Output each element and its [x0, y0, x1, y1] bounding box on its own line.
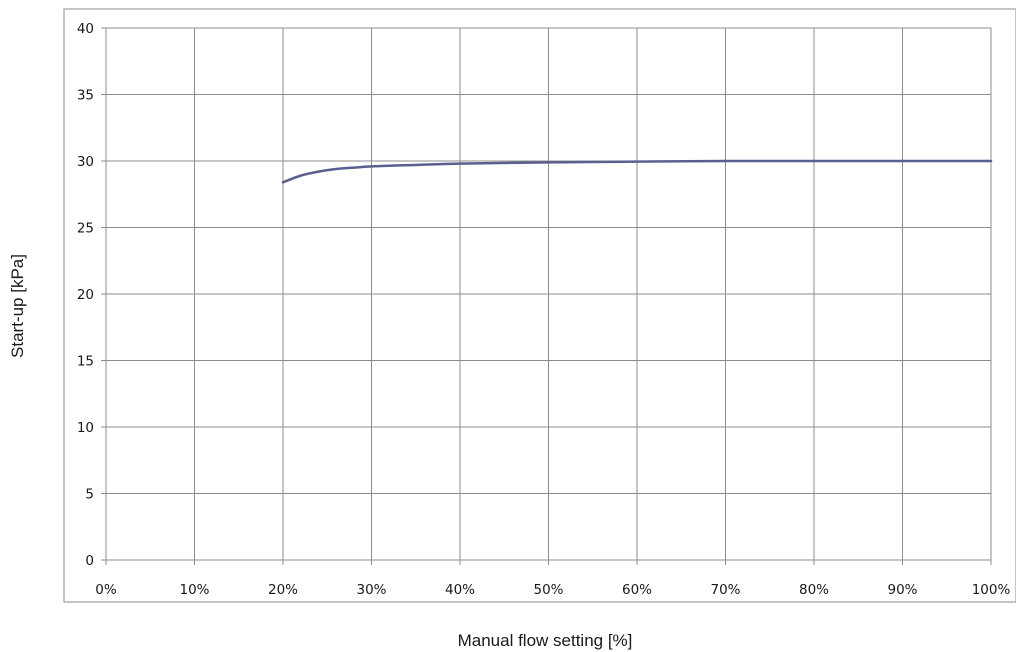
chart-frame [63, 8, 1016, 603]
x-tick-labels: 0% 10% 20% 30% 40% 50% 60% 70% 80% 90% 100% [95, 582, 1010, 598]
x-tick-label: 70% [710, 582, 740, 598]
y-tick-label: 35 [77, 88, 94, 104]
x-tick-label: 80% [799, 582, 829, 598]
x-tick-label: 90% [887, 582, 917, 598]
y-axis-title: Start-up [kPa] [8, 254, 27, 358]
series-layer [281, 159, 993, 184]
x-tick-label: 40% [445, 582, 475, 598]
y-tick-label: 20 [77, 287, 94, 303]
x-tick-label: 60% [622, 582, 652, 598]
x-tick-label: 30% [356, 582, 386, 598]
y-tick-label: 5 [85, 487, 94, 503]
x-tick-label: 100% [972, 582, 1011, 598]
x-axis-title: Manual flow setting [%] [458, 631, 633, 650]
y-tick-label: 0 [85, 553, 94, 569]
x-tick-label: 50% [533, 582, 563, 598]
x-tick-label: 10% [179, 582, 209, 598]
y-tick-labels: 0 5 10 15 20 25 30 35 40 [77, 21, 94, 569]
series-line [281, 159, 993, 184]
x-tick-label: 20% [268, 582, 298, 598]
y-tick-label: 10 [77, 420, 94, 436]
y-tick-label: 40 [77, 21, 94, 37]
y-tick-label: 15 [77, 354, 94, 370]
x-tick-label: 0% [95, 582, 117, 598]
axes [101, 27, 992, 565]
y-tick-label: 25 [77, 221, 94, 237]
grid [106, 27, 992, 560]
y-tick-label: 30 [77, 154, 94, 170]
